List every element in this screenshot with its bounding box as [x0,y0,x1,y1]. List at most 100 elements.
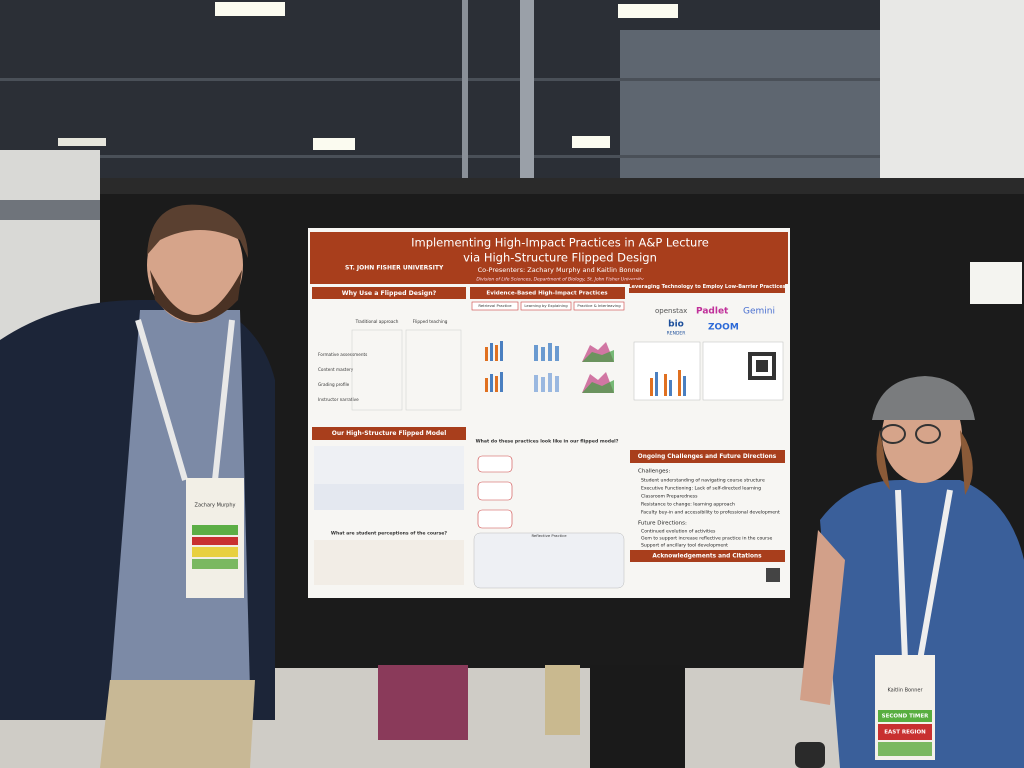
scene-shape [135,319,235,481]
scene-shape [470,287,625,299]
scene-shape [477,481,513,501]
scene-shape [520,0,534,185]
scene-shape [669,380,672,396]
scene-shape [545,665,580,735]
scene-shape [378,665,468,740]
scene-shape [555,346,559,361]
university: ST. JOHN FISHER UNIVERSITY [345,265,444,272]
logo: bio [668,320,684,330]
section-header: Leveraging Technology to Employ Low-Barr… [628,284,785,290]
row-label: Formative assessments [318,352,367,357]
scene-shape [800,530,845,705]
list-title: Challenges: [638,469,670,475]
section-header: Acknowledgements and Citations [652,554,762,560]
section-header: Why Use a Flipped Design? [342,290,437,297]
scene-shape [500,341,503,361]
scene-shape [534,375,538,392]
scene-shape [970,262,1022,304]
logo: Gemini [743,307,775,317]
scene-shape [473,532,625,589]
scene-shape [534,345,538,361]
list-item: Resistance to change: learning approach [641,502,735,508]
section-header: Ongoing Challenges and Future Directions [638,454,777,460]
logo: openstax [655,307,687,315]
badge-ribbon: SECOND TIMER [882,714,930,720]
section-header: Our High-Structure Flipped Model [332,430,447,437]
scene-shape [520,301,572,311]
man: Zachary Murphy [0,204,275,768]
scene-shape [590,665,685,768]
scene-shape [314,540,464,585]
scene-shape [215,2,285,16]
logo: ZOOM [708,323,739,333]
scene-shape [880,0,1024,180]
ceiling [0,0,1024,200]
list-item: Executive Functioning: Lack of self-dire… [641,486,761,492]
presenters: Co-Presenters: Zachary Murphy and Kaitli… [478,266,643,274]
scene-shape [314,484,464,510]
row-label: Instructor narrative [318,397,359,402]
section-header: Evidence-Based High-Impact Practices [486,291,608,297]
woman: Kaitlin Bonner SECOND TIMER EAST REGION [795,376,1024,768]
scene-shape [312,287,466,299]
scene-shape [630,450,785,463]
mini-charts [485,341,614,393]
scene-shape [495,376,498,392]
scene-shape [541,347,545,361]
scene-shape [147,207,243,323]
scene-shape [573,301,625,311]
scene-shape [572,136,610,148]
scene-shape [313,138,355,150]
scene-shape [192,559,238,569]
scene-shape [820,480,1024,768]
scene-shape [878,710,932,722]
scene-shape [895,489,953,661]
scene-shape [485,347,488,361]
scene-shape [630,550,785,562]
scene-shape [650,378,653,396]
scene-shape [312,427,466,440]
tab: Retrieval Practice [478,303,512,308]
scene-shape [756,360,768,372]
scene-shape [0,78,880,81]
poster: ST. JOHN FISHER UNIVERSITY Implementing … [308,228,790,598]
scene-shape [0,155,880,158]
scene-shape [477,509,513,529]
scene-shape [500,372,503,392]
scene-shape [872,376,975,420]
row-label: Grading profile [318,382,350,387]
scene-shape [629,280,785,293]
scene-shape [582,380,614,393]
list-item: Faculty buy-in and accessibility to prof… [641,510,780,516]
scene-shape [541,377,545,392]
scene-shape [477,455,513,473]
badge-ribbon: EAST REGION [884,730,926,736]
scene-shape [880,424,906,444]
logo: RENDER [667,331,686,337]
scene-shape [678,370,681,396]
scene-shape [683,376,686,396]
list-item: Continued evolution of activities [641,529,716,535]
list-title: Future Directions: [638,521,687,527]
poster-title: via High-Structure Flipped Design [463,251,657,265]
row-label: Content mastery [318,367,354,372]
scene-shape [490,374,493,392]
scene-shape [618,4,678,18]
scene-shape [878,742,932,756]
scene-shape [485,378,488,392]
tab: Learning by Explaining [524,303,568,308]
list-item: Gem to support increase reflective pract… [641,536,772,542]
scene-shape [555,376,559,392]
scene-shape [878,724,932,740]
scene-shape [582,350,614,362]
scene-shape [490,343,493,361]
scene-shape [150,270,242,323]
scene-shape [192,525,238,535]
list-item: Classroom Preparedness [641,494,698,500]
list-item: Support of ancillary tool development [641,543,728,549]
affiliation: Division of Life Sciences, Department of… [476,277,644,283]
column-label: Flipped teaching [413,319,448,324]
column-label: Traditional approach [355,319,399,324]
